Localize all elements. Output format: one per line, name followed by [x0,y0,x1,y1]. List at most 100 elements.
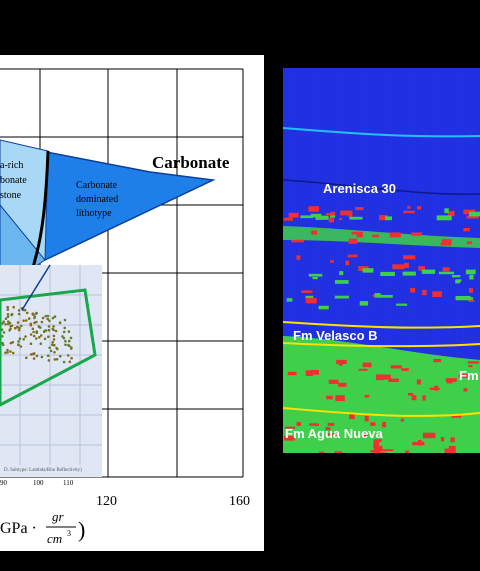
scatter-point [63,326,66,330]
green-patch [300,215,314,219]
inset-caption: D. Subtype: Lambda/Rho Reflectivity) [4,468,82,473]
red-patch [463,388,468,392]
scatter-point [47,335,50,339]
red-patch [330,260,334,263]
scatter-point [6,305,9,309]
green-facies-patches [286,208,480,310]
green-patch [436,215,452,221]
red-patch [327,422,335,426]
red-patch [392,264,405,270]
green-patch [339,271,344,276]
green-patch [312,277,318,280]
yellow-horizon-top [283,321,480,329]
scatter-point [53,343,56,347]
scatter-point [17,328,21,332]
red-patch [305,370,314,376]
red-patch [348,213,353,218]
x-unit-numerator: gr [52,509,65,524]
yellow-horizon-lower [283,407,480,417]
scatter-point [4,323,7,326]
red-patch [373,439,382,442]
scatter-point [55,358,59,361]
scatter-point [16,325,19,329]
cyan-horizon [283,127,480,138]
red-patch [468,365,473,368]
scatter-point [29,342,33,346]
scatter-point [43,337,47,341]
scatter-point [6,348,9,352]
red-patch [309,423,319,426]
red-patch [326,395,333,400]
red-patch [325,427,331,431]
red-patch [326,433,340,436]
red-patch [389,232,401,238]
x-tick-160: 160 [229,494,250,509]
red-patch [305,298,317,304]
scatter-point [44,314,47,318]
scatter-point [4,317,8,321]
red-patch [379,374,391,380]
scatter-point [11,351,15,355]
green-polygon [0,288,97,407]
scatter-point [32,330,35,334]
red-patch [362,434,368,438]
scatter-point [4,351,7,355]
red-patch [451,414,462,418]
red-patch [432,291,442,297]
inset-tick-110: 110 [63,479,74,487]
green-patch [334,280,349,284]
red-patch [372,234,379,238]
red-patch [400,418,404,422]
scatter-point [29,324,33,327]
scatter-point [32,334,36,338]
red-patch [450,437,455,443]
red-patch [358,368,368,371]
red-patch [331,211,336,216]
red-patch [446,380,453,384]
red-patch [466,215,479,219]
scatter-point [10,312,14,316]
scatter-point [40,320,44,324]
red-patch [422,395,426,401]
green-patch [469,274,474,280]
red-patch [407,393,414,396]
red-patch [444,448,456,453]
red-patch [447,211,455,217]
scatter-point [38,336,41,339]
navy-horizon [283,179,480,195]
green-patch [329,215,336,218]
carbonate-dominated-line-2: dominated [76,194,118,205]
red-patch [448,445,456,451]
scatter-point [35,337,38,340]
scatter-point [8,321,12,325]
scatter-point [47,328,51,332]
scatter-point [52,338,56,341]
scatter-point [31,327,35,331]
green-patch [471,212,480,216]
scatter-point [1,322,4,325]
inset-tick-100: 100 [33,479,44,487]
red-patch [401,368,409,371]
red-patch [463,228,470,232]
red-patch [418,266,425,271]
green-patch [359,301,369,306]
scatter-point [6,351,9,354]
scatter-point [8,329,11,332]
scatter-point [47,325,51,328]
scatter-point [51,341,54,344]
red-patch [416,206,422,210]
scatter-point [33,321,36,325]
scatter-point [6,313,10,316]
red-patch [356,231,363,238]
red-patch [440,242,452,246]
green-patch [349,216,363,220]
green-patch [455,279,462,282]
carbonate-dominated-line-3: lithotype [76,208,112,219]
scatter-point [37,325,41,328]
scatter-point [39,342,43,346]
red-patch [466,241,473,245]
red-patch [334,451,343,453]
red-patch [379,215,388,221]
rich-label-line-1: a-rich [0,160,23,171]
scatter-point [67,330,71,333]
